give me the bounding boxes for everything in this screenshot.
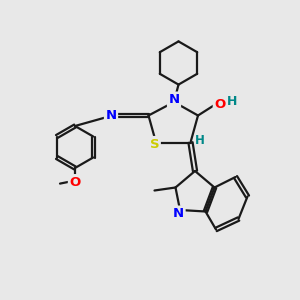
Text: H: H: [227, 95, 238, 108]
Text: O: O: [214, 98, 226, 111]
Text: O: O: [69, 176, 81, 189]
Text: S: S: [150, 137, 159, 151]
Text: N: N: [105, 109, 117, 122]
Text: N: N: [168, 93, 180, 106]
Text: H: H: [195, 134, 204, 148]
Text: N: N: [173, 207, 184, 220]
